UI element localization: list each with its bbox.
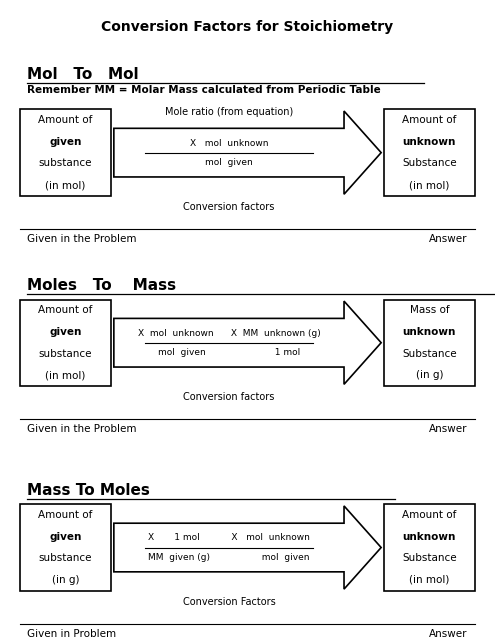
FancyBboxPatch shape (20, 300, 111, 386)
Text: Amount of: Amount of (39, 115, 93, 125)
Text: X  mol  unknown      X  MM  unknown (g): X mol unknown X MM unknown (g) (138, 328, 320, 338)
Text: (in mol): (in mol) (46, 180, 86, 190)
Text: X       1 mol           X   mol  unknown: X 1 mol X mol unknown (148, 533, 310, 543)
FancyBboxPatch shape (20, 504, 111, 591)
Text: Given in the Problem: Given in the Problem (27, 234, 137, 244)
Text: Substance: Substance (402, 349, 457, 358)
Text: Answer: Answer (429, 424, 468, 435)
Text: substance: substance (39, 349, 93, 358)
Text: substance: substance (39, 159, 93, 168)
Text: Amount of: Amount of (39, 510, 93, 520)
Text: unknown: unknown (403, 327, 456, 337)
Text: X   mol  unknown: X mol unknown (190, 138, 268, 148)
FancyBboxPatch shape (20, 109, 111, 196)
Text: mol  given                        1 mol: mol given 1 mol (158, 348, 300, 357)
Text: Moles   To    Mass: Moles To Mass (27, 278, 176, 293)
Text: Conversion Factors: Conversion Factors (183, 597, 275, 607)
Text: Remember MM = Molar Mass calculated from Periodic Table: Remember MM = Molar Mass calculated from… (27, 85, 381, 95)
Text: mol  given: mol given (205, 158, 253, 167)
Polygon shape (114, 111, 381, 195)
Text: Answer: Answer (429, 234, 468, 244)
Text: (in g): (in g) (416, 370, 443, 380)
Text: Given in Problem: Given in Problem (27, 629, 116, 639)
Text: Conversion factors: Conversion factors (183, 202, 275, 212)
Text: Given in the Problem: Given in the Problem (27, 424, 137, 435)
Text: Amount of: Amount of (402, 115, 456, 125)
Text: Amount of: Amount of (39, 305, 93, 316)
Text: Answer: Answer (429, 629, 468, 639)
Text: Mass To Moles: Mass To Moles (27, 483, 150, 498)
Text: Mole ratio (from equation): Mole ratio (from equation) (165, 107, 293, 116)
Text: Mol   To   Mol: Mol To Mol (27, 67, 139, 82)
Text: (in mol): (in mol) (46, 370, 86, 380)
Text: unknown: unknown (403, 532, 456, 541)
Text: Conversion factors: Conversion factors (183, 392, 275, 403)
Text: (in mol): (in mol) (409, 180, 449, 190)
Text: given: given (50, 137, 82, 147)
Text: Mass of: Mass of (409, 305, 449, 316)
Polygon shape (114, 301, 381, 384)
Text: substance: substance (39, 554, 93, 563)
Text: unknown: unknown (403, 137, 456, 147)
Text: Substance: Substance (402, 159, 457, 168)
FancyBboxPatch shape (384, 109, 475, 196)
Text: Substance: Substance (402, 554, 457, 563)
Text: Conversion Factors for Stoichiometry: Conversion Factors for Stoichiometry (101, 20, 394, 35)
Text: given: given (50, 532, 82, 541)
FancyBboxPatch shape (384, 504, 475, 591)
Text: (in g): (in g) (52, 575, 79, 585)
FancyBboxPatch shape (384, 300, 475, 386)
Text: MM  given (g)                  mol  given: MM given (g) mol given (148, 553, 310, 562)
Text: (in mol): (in mol) (409, 575, 449, 585)
Text: Amount of: Amount of (402, 510, 456, 520)
Polygon shape (114, 506, 381, 589)
Text: given: given (50, 327, 82, 337)
